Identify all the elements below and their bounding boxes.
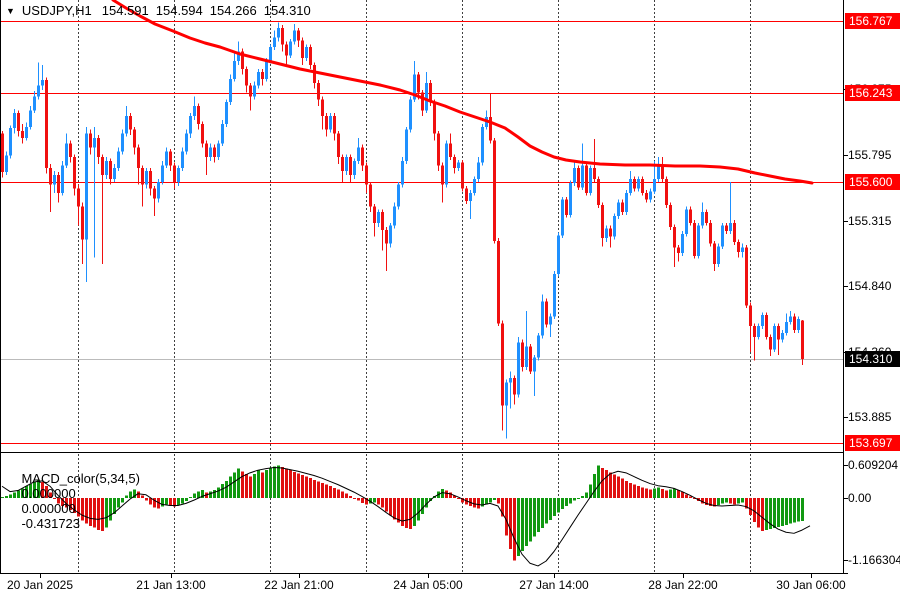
price-level-badge: 153.697 bbox=[845, 435, 900, 452]
moving-average-line bbox=[111, 0, 814, 185]
time-axis-label: 20 Jan 2025 bbox=[6, 578, 74, 592]
macd-indicator-label: MACD_color(5,34,5) 0.000000 0.000000 -0.… bbox=[7, 456, 146, 546]
ma-line bbox=[111, 0, 814, 185]
macd-axis-tick-label: 0.00 bbox=[848, 491, 872, 505]
price-axis-tick-label: 155.795 bbox=[848, 148, 892, 162]
signal-line bbox=[1, 467, 811, 567]
macd-axis-tick-label: -1.166304 bbox=[848, 553, 900, 568]
macd-value-1: 0.000000 bbox=[21, 486, 76, 501]
macd-name: MACD_color(5,34,5) bbox=[21, 471, 140, 486]
macd-value-2: 0.000000 bbox=[21, 501, 76, 516]
ohlc-low: 154.266 bbox=[209, 3, 257, 18]
time-axis-label: 22 Jan 21:00 bbox=[264, 578, 334, 592]
bid-price-badge: 154.310 bbox=[845, 350, 900, 367]
price-level-badge: 156.243 bbox=[845, 85, 900, 102]
price-axis-tick-label: 154.840 bbox=[848, 279, 892, 294]
level-lines bbox=[0, 21, 843, 444]
macd-signal-line bbox=[1, 467, 811, 567]
price-axis-tick-label: 153.885 bbox=[848, 410, 892, 425]
price-axis-tick-label: 155.315 bbox=[848, 213, 892, 228]
chart-info-bar: ▼ USDJPY,H1 154.591 154.594 154.266 154.… bbox=[6, 3, 318, 18]
ohlc-close: 154.310 bbox=[263, 3, 311, 18]
candles-layer bbox=[1, 22, 804, 439]
grid-layer bbox=[78, 0, 751, 573]
time-axis-label: 21 Jan 13:00 bbox=[136, 578, 206, 592]
price-level-badge: 155.600 bbox=[845, 173, 900, 190]
ohlc-open: 154.591 bbox=[101, 3, 149, 18]
symbol-period-label: USDJPY,H1 bbox=[21, 3, 92, 18]
time-axis-label: 24 Jan 05:00 bbox=[393, 578, 463, 592]
time-axis-label: 28 Jan 22:00 bbox=[648, 578, 718, 592]
ohlc-high: 154.594 bbox=[155, 3, 203, 18]
time-axis-label: 30 Jan 06:00 bbox=[776, 578, 846, 592]
symbol-dropdown-icon[interactable]: ▼ bbox=[6, 5, 15, 16]
macd-axis-tick-label: 0.609204 bbox=[848, 458, 899, 473]
price-level-badge: 156.767 bbox=[845, 13, 900, 30]
macd-value-3: -0.431723 bbox=[21, 516, 81, 531]
time-axis-label: 27 Jan 14:00 bbox=[519, 578, 589, 592]
macd-histogram bbox=[1, 465, 804, 561]
